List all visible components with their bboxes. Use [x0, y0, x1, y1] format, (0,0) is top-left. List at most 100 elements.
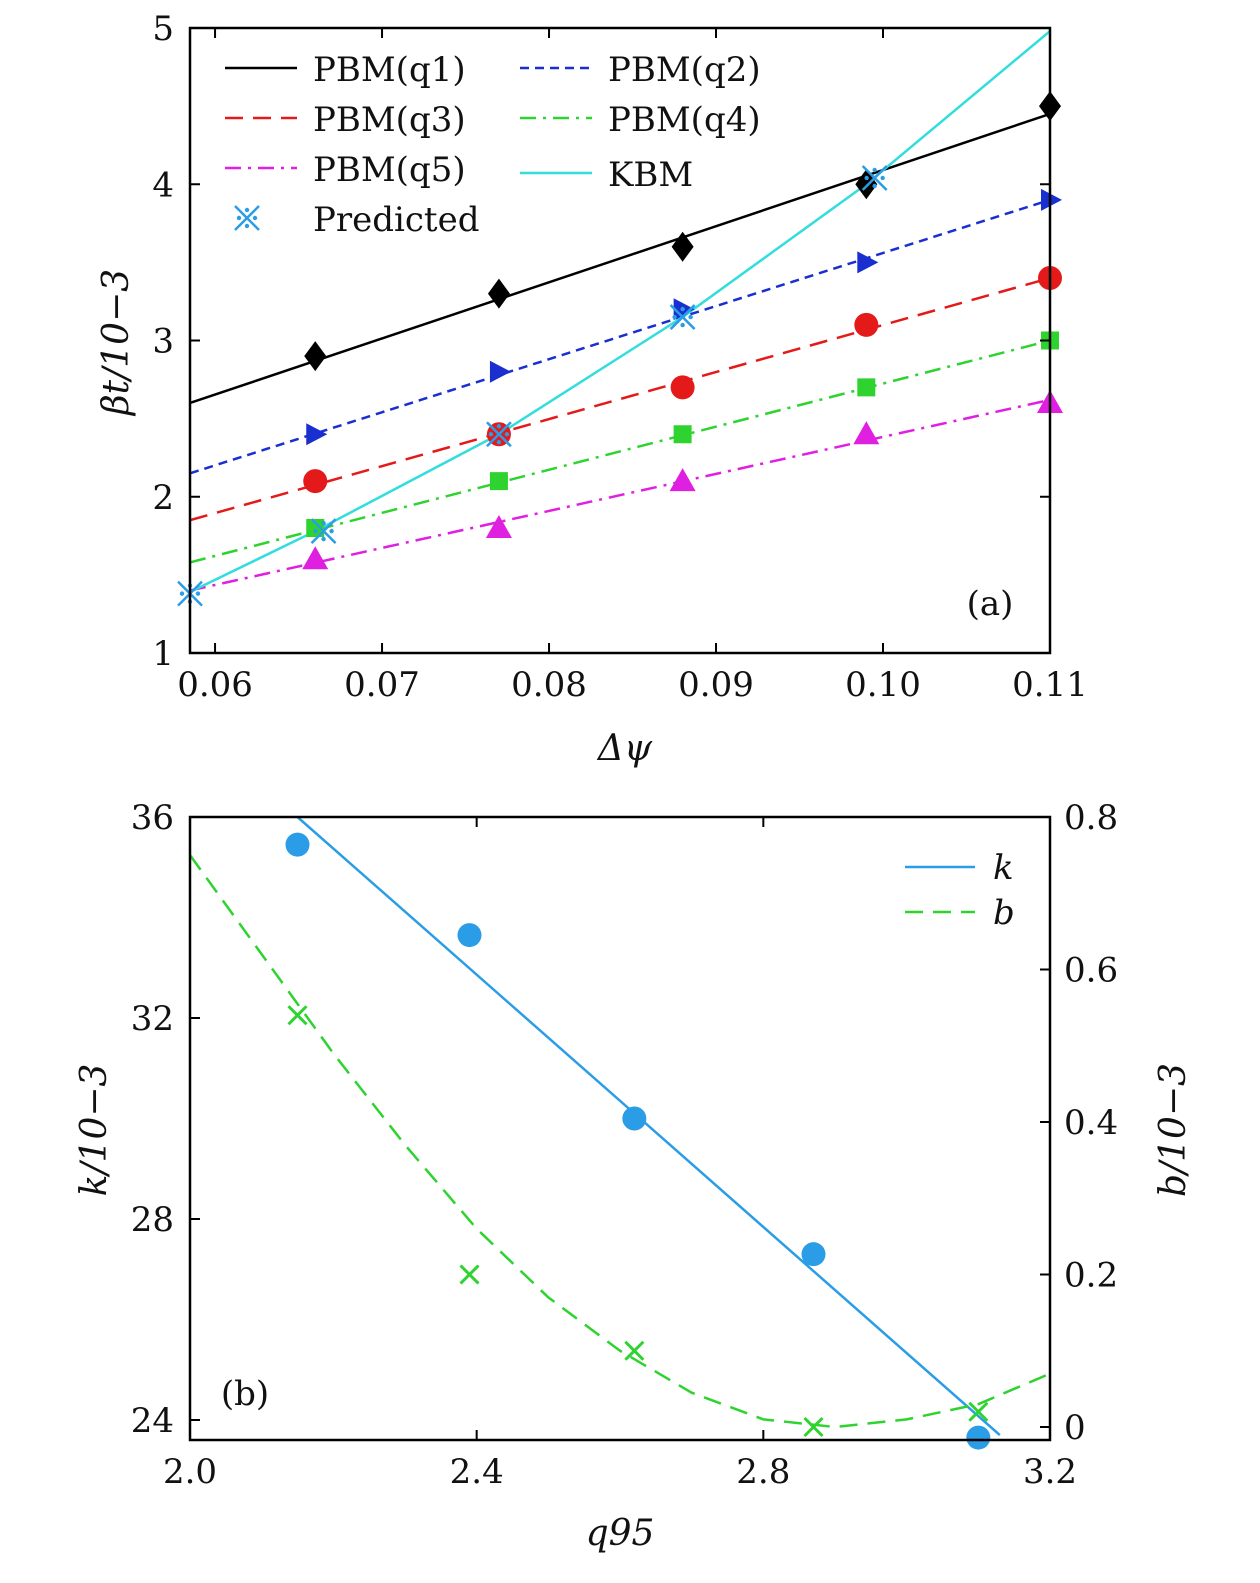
panel-b-point-k: [966, 1425, 991, 1450]
panel-a-point-s4: [302, 546, 329, 570]
panel-b-y-right-tick-label: 0.2: [1064, 1256, 1118, 1296]
panel-a-point-s6-dot: [864, 175, 869, 181]
panel-b-x-tick-label: 2.8: [736, 1452, 790, 1492]
panel-b-legend-label: b: [993, 893, 1015, 933]
panel-a-point-s6-dot: [880, 175, 885, 181]
panel-a-point-s3: [489, 472, 508, 491]
panel-b-y-right-tick-label: 0.4: [1064, 1103, 1118, 1143]
panel-a-y-tick-label: 3: [152, 322, 174, 362]
panel-a-legend-label: PBM(q1): [313, 50, 466, 90]
panel-a-point-s6-dot: [321, 536, 326, 542]
panel-b-y-left-tick-label: 32: [131, 999, 174, 1039]
panel-a-y-tick-label: 5: [152, 9, 174, 49]
panel-a-point-s3: [857, 378, 876, 397]
panel-a-y-label: βt/10−3: [96, 269, 137, 417]
panel-b-legend-label: k: [993, 848, 1014, 888]
panel-a-point-s3: [673, 425, 692, 444]
panel-a-point-s6-dot: [496, 440, 502, 445]
panel-b-x-tick-label: 3.2: [1023, 1452, 1077, 1492]
panel-a-point-s2: [670, 375, 695, 400]
panel-a-point-s4: [485, 515, 512, 538]
panel-a-legend-swatch-dot: [244, 223, 250, 229]
panel-a-legend-label: KBM: [608, 155, 693, 195]
panel-a-point-s6-dot: [680, 306, 685, 312]
panel-a-point-s0: [487, 278, 510, 309]
panel-b-point-b: [459, 1264, 480, 1285]
panel-b-x-tick-label: 2.0: [163, 1452, 217, 1492]
panel-a-point-s6-dot: [496, 424, 502, 429]
panel-a-point-s1: [306, 423, 328, 446]
panel-a-point-s1: [1041, 188, 1062, 211]
panel-a-legend-swatch-dot: [252, 215, 258, 221]
panel-a-x-label: Δψ: [596, 728, 653, 769]
panel-a-plot: 0.06 0.07 0.08 0.09 0.10 0.11 1 2 3 4 5 (a) Δψ βt/…: [96, 9, 1088, 769]
panel-a-series-line-4: [190, 398, 1050, 592]
panel-a-point-s6-dot: [321, 520, 326, 526]
panel-a-point-s3: [306, 519, 325, 537]
panel-a-point-s6: [486, 421, 512, 448]
panel-a-point-s6-dot: [179, 591, 185, 596]
panel-a-point-s6-dot: [504, 432, 510, 437]
panel-b-y-left-tick-label: 28: [131, 1200, 174, 1240]
panel-b-y-left-tick-label: 24: [131, 1401, 174, 1441]
panel-a-point-s0: [671, 231, 694, 262]
panel-a-x-tick-label: 0.10: [845, 665, 921, 705]
panel-b-point-k: [285, 832, 310, 857]
panel-b-series-line-k: [296, 817, 1001, 1437]
panel-a-legend-label: PBM(q2): [608, 50, 761, 90]
panel-a-point-s6: [669, 304, 696, 330]
panel-b-y-left-label: k/10−3: [74, 1064, 115, 1197]
panel-b-plot: 2.0 2.4 2.8 3.2 24 28 32 36 0 0.2 0.4 0.6 0.8 (b) q9…: [74, 798, 1194, 1554]
panel-a-point-s6: [310, 518, 337, 545]
panel-a-legend-swatch-dot: [244, 207, 250, 213]
panel-a-annotation: (a): [967, 584, 1014, 624]
panel-b-y-right-label: b/10−3: [1153, 1063, 1194, 1197]
panel-a-point-s6: [861, 165, 888, 191]
panel-a-point-s6-dot: [313, 528, 318, 534]
panel-a-point-s6-dot: [195, 591, 201, 596]
panel-a-point-s1: [857, 251, 879, 274]
panel-a-y-tick-label: 2: [152, 478, 174, 518]
panel-a-point-s6-dot: [680, 322, 685, 328]
panel-b-series-line-b: [190, 854, 1050, 1429]
panel-a-point-s6-dot: [672, 314, 677, 320]
panel-b-y-right-tick-label: 0: [1064, 1408, 1086, 1448]
panel-b-y-right-tick-label: 0.6: [1064, 951, 1118, 991]
panel-a-point-s2: [854, 312, 879, 337]
panel-a-point-s6-dot: [872, 167, 877, 173]
panel-a-y-tick-label: 1: [152, 634, 174, 674]
panel-b-y-left-tick-label: 36: [131, 798, 174, 838]
panel-b-point-b: [968, 1401, 989, 1422]
panel-b-point-b: [287, 1005, 308, 1026]
panel-a-legend-swatch-dot: [236, 215, 242, 221]
panel-a-legend: PBM(q1) PBM(q3) PBM(q5) Predicted PBM(q2) PBM…: [225, 50, 761, 240]
panel-a-legend-label: PBM(q5): [313, 150, 466, 190]
panel-b-annotation: (b): [221, 1374, 269, 1414]
panel-a-x-tick-label: 0.09: [678, 665, 754, 705]
panel-a-legend-label: PBM(q4): [608, 100, 761, 140]
panel-a-y-tick-label: 4: [152, 165, 174, 205]
panel-a-point-s4: [853, 421, 880, 445]
panel-a-point-s6-dot: [329, 528, 334, 534]
panel-a-series-line-3: [190, 339, 1050, 564]
panel-a-point-s2: [303, 469, 328, 494]
panel-b-x-tick-label: 2.4: [450, 1452, 504, 1492]
panel-a-point-s4: [669, 468, 696, 492]
panel-a-series-line-5: [190, 30, 1050, 594]
panel-b-y-right-tick-label: 0.8: [1064, 798, 1118, 838]
panel-a-legend-swatch: [234, 205, 260, 231]
panel-a-legend-label: Predicted: [313, 200, 479, 240]
panel-a-x-tick-label: 0.11: [1012, 665, 1088, 705]
panel-a-legend-label: PBM(q3): [313, 100, 466, 140]
panel-b-point-b: [803, 1416, 824, 1438]
panel-b-point-k: [801, 1242, 826, 1267]
panel-b-legend: kb: [905, 848, 1015, 933]
panel-b-point-k: [457, 923, 482, 948]
panel-b-frame: [188, 815, 1052, 1442]
panel-a-series-line-0: [190, 112, 1050, 405]
panel-a-point-s6-dot: [872, 183, 877, 189]
panel-a-x-tick-label: 0.06: [177, 665, 253, 705]
panel-a-point-s1: [489, 360, 511, 383]
panel-a-point-s6-dot: [688, 314, 693, 320]
